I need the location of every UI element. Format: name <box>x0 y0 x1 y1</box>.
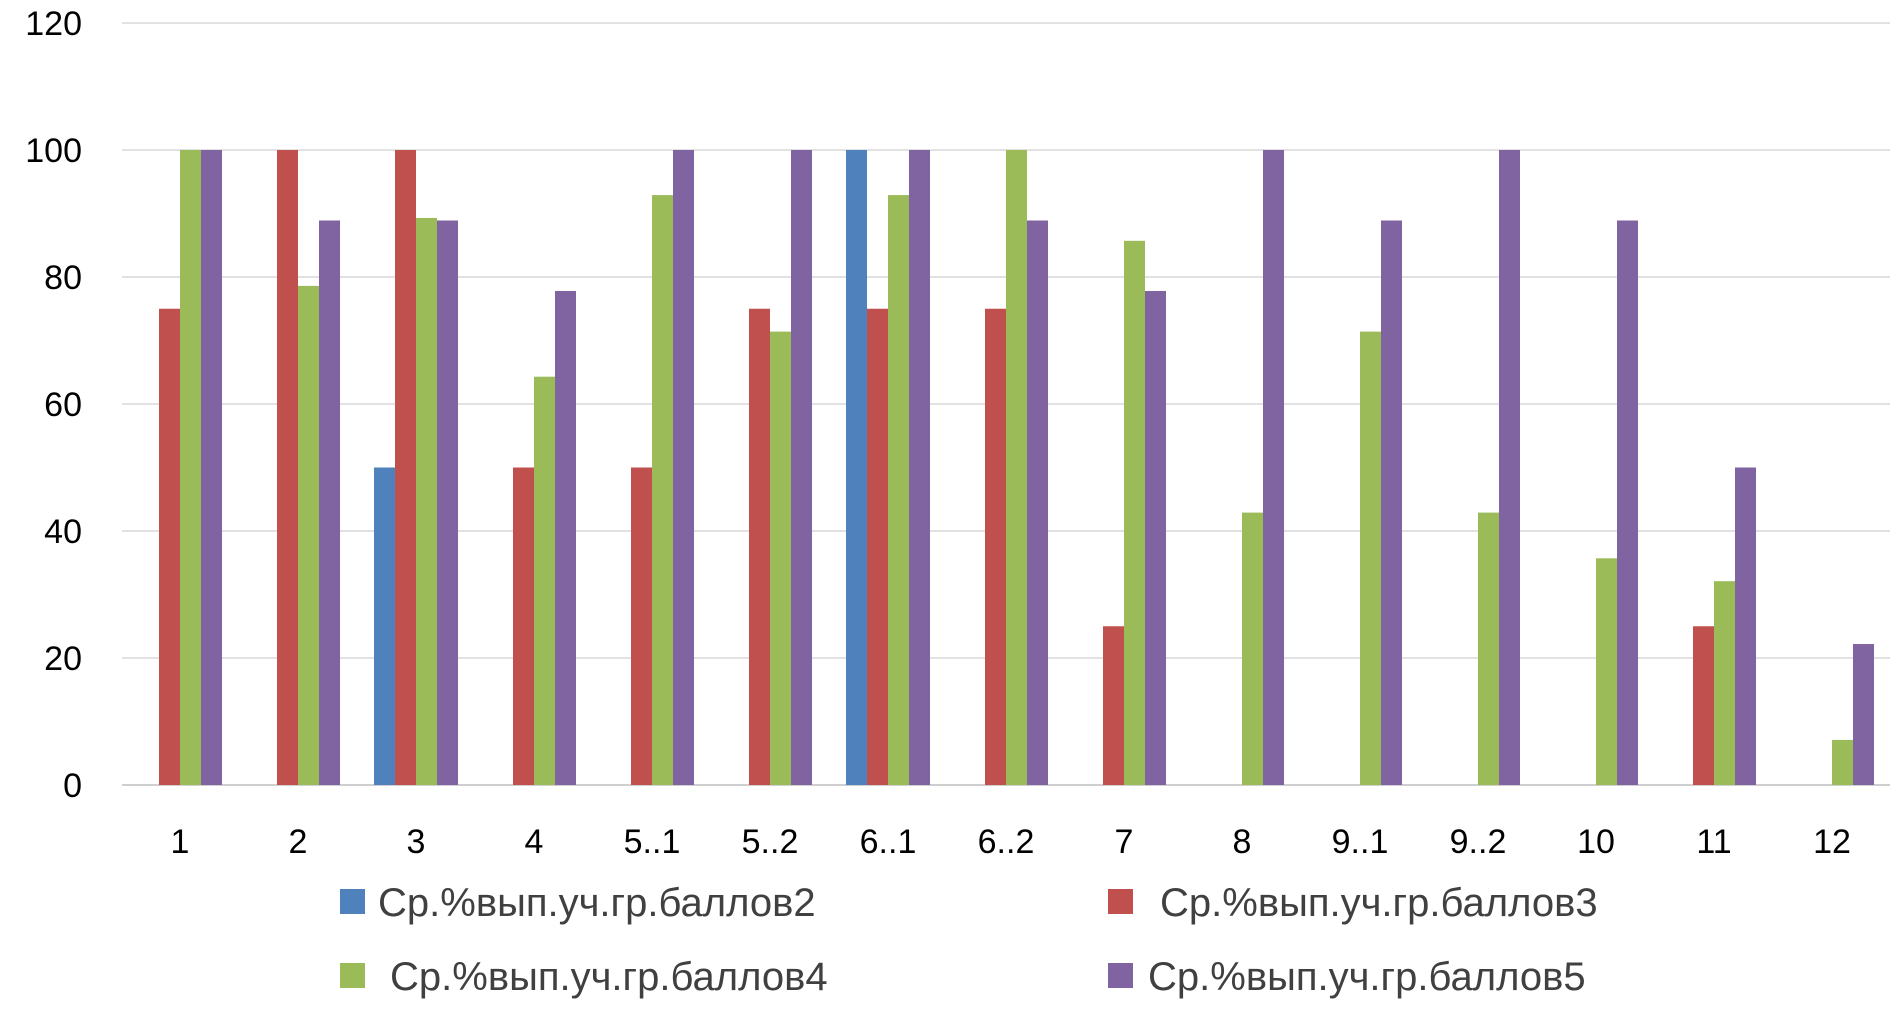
legend-swatch-series2 <box>1108 889 1133 914</box>
bar-series3-cat-4 <box>534 376 555 785</box>
bar-series4-cat-9..1 <box>1381 220 1402 786</box>
x-tick-label: 1 <box>171 823 190 861</box>
x-tick-label: 8 <box>1233 823 1252 861</box>
bar-series3-cat-6..2 <box>1006 150 1027 785</box>
legend: Ср.%вып.уч.гр.баллов2 Ср.%вып.уч.гр.балло… <box>340 881 1598 999</box>
x-tick-label: 9..2 <box>1450 823 1507 861</box>
bar-series4-cat-7 <box>1145 290 1166 785</box>
y-tick-label: 20 <box>44 640 82 678</box>
bar-series1-cat-6..1 <box>846 150 867 785</box>
legend-label-series4: Ср.%вып.уч.гр.баллов5 <box>1148 955 1586 999</box>
legend-label-series2: Ср.%вып.уч.гр.баллов3 <box>1160 881 1598 925</box>
bar-series2-cat-7 <box>1103 626 1124 785</box>
bar-series2-cat-2 <box>277 150 298 785</box>
bar-series2-cat-3 <box>395 150 416 785</box>
bar-series4-cat-4 <box>555 290 576 785</box>
bar-series4-cat-5..1 <box>673 150 694 785</box>
bar-series4-cat-9..2 <box>1499 150 1520 785</box>
bar-series4-cat-2 <box>319 220 340 786</box>
bar-series4-cat-3 <box>437 220 458 786</box>
bar-series4-cat-12 <box>1853 644 1874 785</box>
bar-series4-cat-6..1 <box>909 150 930 785</box>
bar-series3-cat-9..2 <box>1478 512 1499 785</box>
y-tick-label: 0 <box>63 767 82 805</box>
x-tick-label: 3 <box>407 823 426 861</box>
bar-series2-cat-11 <box>1693 626 1714 785</box>
y-tick-label: 120 <box>25 5 82 43</box>
x-tick-label: 4 <box>525 823 544 861</box>
legend-swatch-series1 <box>340 889 365 914</box>
y-tick-label: 60 <box>44 386 82 424</box>
legend-swatch-series4 <box>1108 963 1133 988</box>
bar-series2-cat-5..1 <box>631 467 652 785</box>
bar-series3-cat-10 <box>1596 558 1617 785</box>
bar-series4-cat-11 <box>1735 467 1756 785</box>
bar-series3-cat-1 <box>180 150 201 785</box>
bar-series4-cat-6..2 <box>1027 220 1048 786</box>
y-tick-label: 80 <box>44 259 82 297</box>
legend-swatch-series3 <box>340 963 365 988</box>
y-tick-label: 40 <box>44 513 82 551</box>
legend-label-series1: Ср.%вып.уч.гр.баллов2 <box>378 881 816 925</box>
x-tick-label: 5..1 <box>624 823 681 861</box>
legend-label-series3: Ср.%вып.уч.гр.баллов4 <box>390 955 828 999</box>
bar-series3-cat-11 <box>1714 581 1735 785</box>
bar-series2-cat-4 <box>513 467 534 785</box>
bar-series2-cat-6..1 <box>867 308 888 785</box>
bar-series4-cat-8 <box>1263 150 1284 785</box>
bar-series3-cat-2 <box>298 285 319 785</box>
x-tick-label: 10 <box>1577 823 1615 861</box>
y-tick-label: 100 <box>25 132 82 170</box>
bar-series4-cat-10 <box>1617 220 1638 786</box>
bar-series3-cat-6..1 <box>888 195 909 785</box>
bar-series3-cat-8 <box>1242 512 1263 785</box>
x-tick-label: 9..1 <box>1332 823 1389 861</box>
x-tick-label: 7 <box>1115 823 1134 861</box>
bar-series3-cat-9..1 <box>1360 331 1381 785</box>
x-tick-label: 6..1 <box>860 823 917 861</box>
bar-series4-cat-5..2 <box>791 150 812 785</box>
bar-series2-cat-1 <box>159 308 180 785</box>
bar-series3-cat-5..2 <box>770 331 791 785</box>
x-tick-label: 6..2 <box>978 823 1035 861</box>
x-tick-label: 5..2 <box>742 823 799 861</box>
bar-series2-cat-6..2 <box>985 308 1006 785</box>
bars <box>159 150 1874 786</box>
x-tick-label: 11 <box>1696 823 1731 861</box>
bar-series3-cat-12 <box>1832 739 1853 785</box>
x-tick-label: 12 <box>1813 823 1851 861</box>
bar-series2-cat-5..2 <box>749 308 770 785</box>
bar-series1-cat-3 <box>374 467 395 785</box>
bar-series4-cat-1 <box>201 150 222 785</box>
x-tick-label: 2 <box>289 823 308 861</box>
bar-series3-cat-7 <box>1124 240 1145 785</box>
bar-series3-cat-5..1 <box>652 195 673 785</box>
bar-series3-cat-3 <box>416 217 437 785</box>
